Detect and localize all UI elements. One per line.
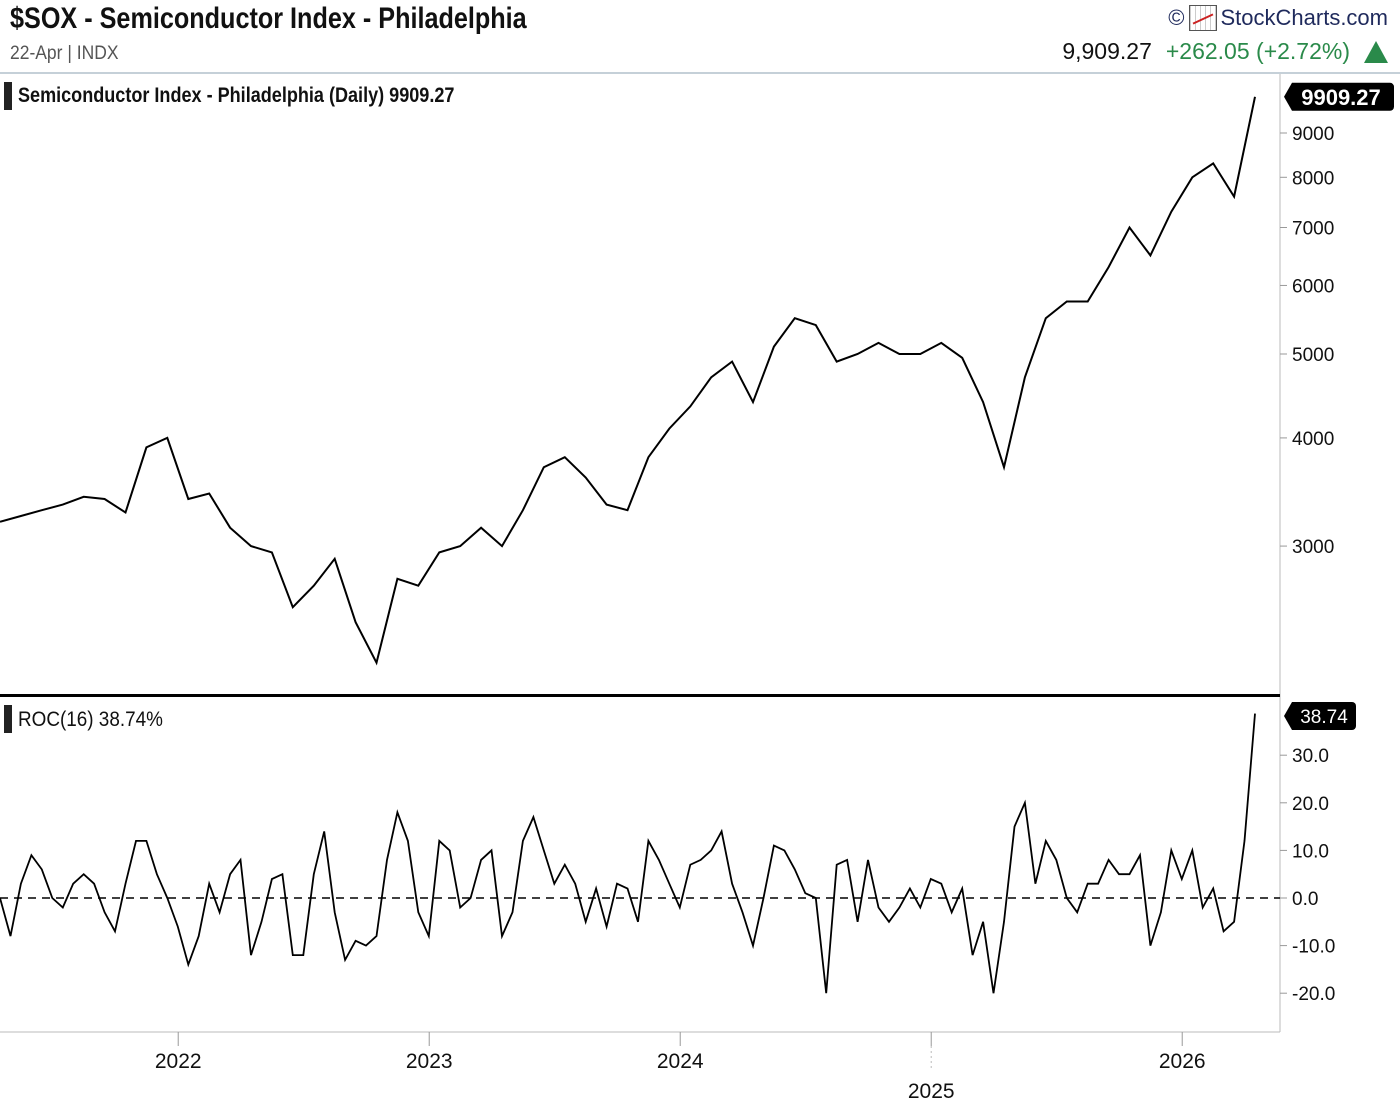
x-tick-label: 2022: [155, 1050, 202, 1073]
roc-tick-label: 10.0: [1292, 841, 1329, 862]
price-tick-label: 5000: [1292, 345, 1334, 366]
roc-tick-label: 30.0: [1292, 746, 1329, 767]
roc-legend-swatch: [4, 705, 12, 733]
price-change: +262.05 (+2.72%): [1165, 38, 1350, 64]
chart-title: $SOX - Semiconductor Index - Philadelphi…: [10, 2, 527, 35]
price-tick-label: 4000: [1292, 429, 1334, 450]
chart-subtitle: 22-Apr | INDX: [10, 43, 119, 64]
header-separator: [0, 72, 1400, 74]
price-tick-label: 9000: [1292, 124, 1334, 145]
stockcharts-logo[interactable]: © StockCharts.com: [1168, 5, 1388, 31]
last-price-tag-label: 9909.27: [1301, 85, 1381, 110]
roc-tick-label: 0.0: [1292, 889, 1318, 910]
logo-text: StockCharts.com: [1220, 5, 1389, 30]
roc-tick-label: -20.0: [1292, 984, 1335, 1005]
roc-tick-label: 20.0: [1292, 794, 1329, 815]
price-tick-label: 7000: [1292, 218, 1334, 239]
price-series-line: [0, 96, 1256, 666]
panel-divider: [0, 694, 1280, 697]
up-arrow-icon: [1364, 40, 1388, 63]
price-tick-label: 8000: [1292, 168, 1334, 189]
price-legend-swatch: [4, 82, 12, 110]
price-tick-label: 6000: [1292, 276, 1334, 297]
price-tick-label: 3000: [1292, 537, 1334, 558]
copyright-symbol: ©: [1168, 5, 1185, 30]
quote-summary: 9,909.27 +262.05 (+2.72%): [1062, 38, 1388, 65]
roc-panel: ROC(16) 38.74% -20.0 -10.0 0.0 10.0 20.0 30.0…: [0, 702, 1356, 1005]
roc-last-tag-label: 38.74: [1300, 707, 1348, 728]
roc-last-tag: 38.74: [1284, 702, 1356, 730]
x-tick-label: 2023: [406, 1050, 453, 1073]
logo-chart-icon: [1188, 5, 1217, 31]
roc-tick-label: -10.0: [1292, 937, 1335, 958]
last-price: 9,909.27: [1062, 38, 1152, 64]
x-tick-label: 2026: [1159, 1050, 1206, 1073]
roc-series-line: [0, 713, 1256, 994]
x-tick-label: 2025: [908, 1080, 955, 1103]
last-price-tag: 9909.27: [1284, 82, 1394, 111]
price-legend: Semiconductor Index - Philadelphia (Dail…: [18, 84, 455, 108]
x-tick-label: 2024: [657, 1050, 704, 1073]
price-panel: Semiconductor Index - Philadelphia (Dail…: [0, 74, 1394, 1032]
roc-legend: ROC(16) 38.74%: [18, 708, 163, 731]
